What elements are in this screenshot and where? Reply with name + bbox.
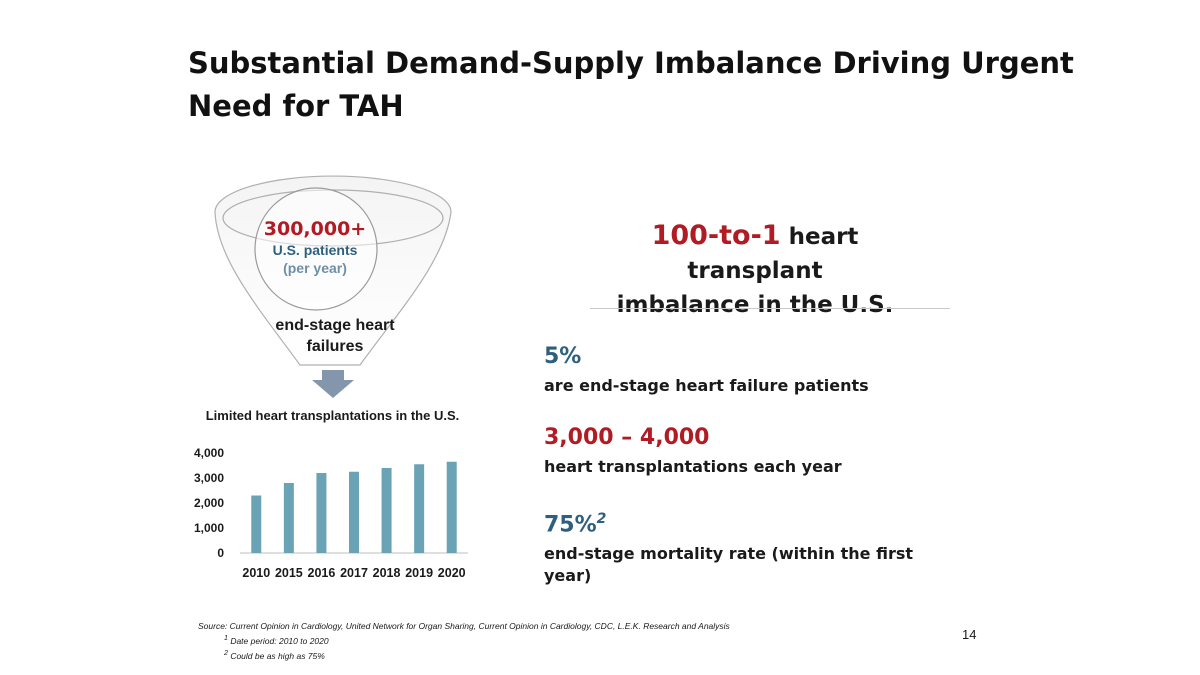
stat-description: end-stage mortality rate (within the fir… [544, 544, 913, 586]
imbalance-ratio: 100-to-1 [651, 220, 781, 251]
footnote-1: 1 Date period: 2010 to 2020 [198, 632, 730, 647]
page-number: 14 [962, 627, 977, 642]
stat-block-2: 3,000 – 4,000 heart transplantations eac… [544, 423, 964, 478]
x-tick-label: 2015 [275, 566, 303, 580]
imbalance-text-1: heart transplant [687, 224, 859, 284]
funnel-label-line-1: end-stage heart [275, 317, 395, 334]
footnote-1-mark: 1 [224, 634, 228, 642]
bar-2018 [381, 468, 392, 553]
y-tick-label: 1,000 [194, 521, 224, 535]
title-line-2: Need for TAH [188, 89, 404, 123]
footnote-2: 2 Could be as high as 75% [198, 647, 730, 662]
bar-2019 [414, 464, 425, 553]
x-tick-label: 2019 [405, 566, 433, 580]
footnote-2-mark: 2 [224, 648, 228, 657]
bar-2016 [316, 473, 327, 553]
x-tick-label: 2010 [242, 566, 270, 580]
down-arrow-icon [312, 370, 354, 398]
stat-value: 75% [544, 512, 597, 538]
y-tick-label: 2,000 [194, 496, 224, 510]
stat-block-1: 5% are end-stage heart failure patients [544, 342, 964, 397]
y-tick-label: 3,000 [194, 471, 224, 485]
stat-value: 5% [544, 344, 582, 369]
y-tick-label: 4,000 [194, 446, 224, 460]
stat-value-row: 75%2 [544, 504, 964, 540]
funnel-label-line-2: failures [306, 338, 364, 355]
funnel-graphic [214, 175, 452, 366]
chart-title: Limited heart transplantations in the U.… [205, 408, 460, 423]
source-line: Source: Current Opinion in Cardiology, U… [198, 621, 730, 631]
patient-period: (per year) [283, 260, 347, 276]
stat-description: are end-stage heart failure patients [544, 376, 869, 395]
imbalance-headline: 100-to-1 heart transplant imbalance in t… [590, 219, 920, 322]
x-tick-label: 2020 [438, 566, 466, 580]
footnote-2-text: Could be as high as 75% [230, 650, 325, 661]
x-tick-label: 2016 [308, 566, 336, 580]
page-title: Substantial Demand-Supply Imbalance Driv… [188, 42, 1088, 128]
stat-block-3: 75%2 end-stage mortality rate (within th… [544, 504, 964, 587]
x-tick-label: 2017 [340, 566, 368, 580]
x-tick-label: 2018 [373, 566, 401, 580]
bar-2010 [251, 495, 262, 553]
stat-value: 3,000 – 4,000 [544, 425, 710, 450]
source-footnotes: Source: Current Opinion in Cardiology, U… [198, 620, 730, 662]
divider [590, 308, 950, 309]
title-line-1: Substantial Demand-Supply Imbalance Driv… [188, 46, 1074, 80]
transplant-bar-chart: 0 1,000 2,000 3,000 4,000 2010 2015 2016 2017 201… [194, 446, 468, 580]
footnote-mark: 2 [596, 511, 607, 527]
funnel-circle [254, 187, 378, 311]
patient-subtitle: U.S. patients [272, 242, 358, 258]
stat-description: heart transplantations each year [544, 457, 842, 476]
bar-2017 [349, 471, 359, 553]
y-tick-label: 0 [217, 546, 224, 560]
patient-count: 300,000+ [263, 218, 367, 240]
funnel-label: end-stage heart failures [260, 315, 410, 357]
imbalance-text-2: imbalance in the U.S. [616, 292, 894, 318]
funnel-stat: 300,000+ U.S. patients (per year) [250, 218, 380, 276]
bar-2015 [283, 483, 294, 553]
bar-2020 [446, 461, 457, 553]
footnote-1-text: Date period: 2010 to 2020 [230, 635, 329, 646]
